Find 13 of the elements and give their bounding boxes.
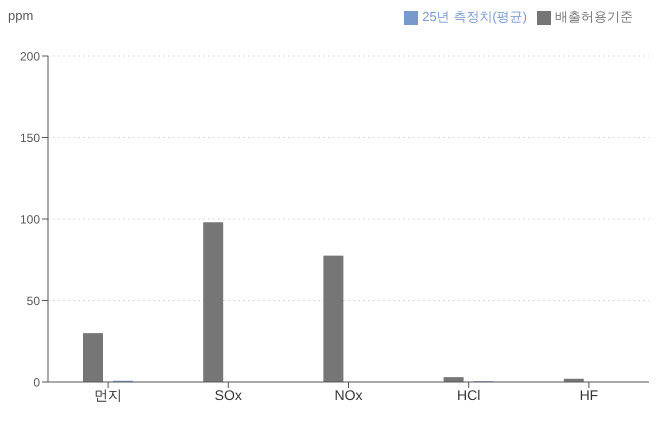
y-axis-title: ppm bbox=[8, 8, 34, 23]
y-tick-label: 200 bbox=[20, 49, 40, 64]
y-tick-label: 50 bbox=[26, 294, 40, 308]
x-tick-label: SOx bbox=[214, 386, 242, 403]
x-tick-label: HF bbox=[580, 386, 598, 403]
x-tick-label: NOx bbox=[334, 386, 362, 403]
x-tick-label: 먼지 bbox=[94, 386, 122, 403]
legend-label: 25년 측정치(평균) bbox=[422, 9, 527, 24]
y-tick-label: 0 bbox=[33, 375, 40, 390]
y-tick-label: 150 bbox=[20, 130, 40, 145]
x-tick-label: HCl bbox=[457, 386, 480, 403]
legend-label: 배출허용기준 bbox=[555, 9, 633, 24]
y-tick-label: 100 bbox=[20, 212, 40, 226]
